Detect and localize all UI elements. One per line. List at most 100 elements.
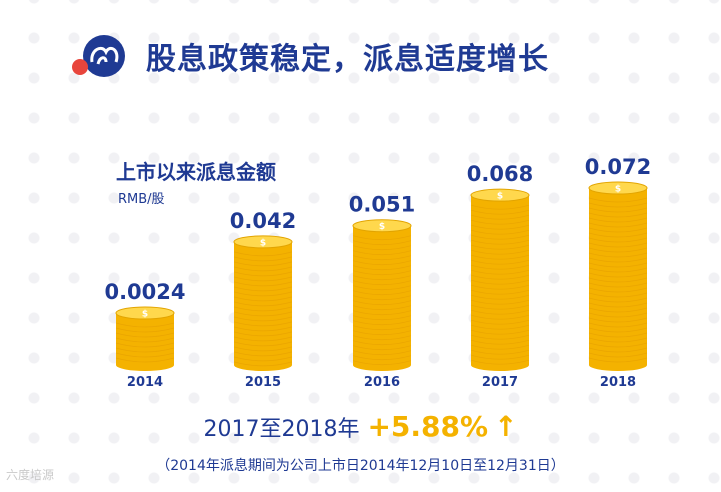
- coin-ridge: [233, 251, 293, 257]
- coin-ridge: [588, 327, 648, 333]
- x-axis-tick-label: 2014: [127, 375, 163, 390]
- coin-ridge: [470, 254, 530, 260]
- coin-ridge: [588, 267, 648, 273]
- x-axis-tick-label: 2017: [482, 375, 518, 390]
- coin-ridge: [588, 312, 648, 318]
- coin-ridge: [233, 341, 293, 347]
- coin-ridge: [470, 294, 530, 300]
- bar-2016: $0.051 2016: [349, 193, 415, 390]
- growth-percentage: +5.88%: [367, 410, 489, 443]
- coin-ridge: [352, 255, 412, 261]
- coin-ridge: [588, 197, 648, 203]
- dollar-sign-icon: $: [497, 192, 503, 202]
- watermark: 六度培源: [6, 468, 55, 482]
- coin-ridge: [233, 271, 293, 277]
- coin-stack-body: [589, 188, 647, 365]
- coin-ridge: [470, 279, 530, 285]
- coin-ridge: [470, 309, 530, 315]
- coin-ridge: [233, 331, 293, 337]
- x-axis-tick-label: 2016: [364, 375, 400, 390]
- bar-value-label: 0.051: [349, 193, 415, 217]
- coin-ridge: [588, 232, 648, 238]
- coin-ridge: [352, 355, 412, 361]
- x-axis-tick-label: 2015: [245, 375, 281, 390]
- coin-ridge: [588, 277, 648, 283]
- coin-ridge: [470, 204, 530, 210]
- coin-ridge: [470, 209, 530, 215]
- growth-summary: 2017至2018年 +5.88% ↑: [0, 410, 721, 443]
- bar-value-label: 0.0024: [104, 280, 185, 304]
- coin-ridge: [588, 317, 648, 323]
- footnote: （2014年派息期间为公司上市日2014年12月10日至12月31日）: [156, 458, 565, 474]
- coin-ridge: [352, 320, 412, 326]
- coin-ridge: [588, 242, 648, 248]
- coin-ridge: [470, 214, 530, 220]
- coin-ridge: [470, 234, 530, 240]
- coin-ridge: [588, 272, 648, 278]
- coin-ridge: [470, 269, 530, 275]
- dollar-sign-icon: $: [379, 222, 385, 232]
- coin-ridge: [470, 289, 530, 295]
- coin-ridge: [470, 264, 530, 270]
- coin-ridge: [352, 335, 412, 341]
- coin-ridge: [352, 245, 412, 251]
- coin-stack-body: [353, 225, 411, 365]
- coin-ridge: [470, 349, 530, 355]
- bar-2017: $0.068 2017: [467, 162, 533, 390]
- coin-ridge: [470, 354, 530, 360]
- coin-ridge: [352, 265, 412, 271]
- coin-ridge: [115, 322, 175, 328]
- coin-ridge: [352, 305, 412, 311]
- coin-ridge: [588, 352, 648, 358]
- coin-ridge: [588, 252, 648, 258]
- coin-ridge: [470, 324, 530, 330]
- coin-ridge: [588, 257, 648, 263]
- coin-ridge: [233, 276, 293, 282]
- coin-ridge: [470, 339, 530, 345]
- coin-ridge: [470, 304, 530, 310]
- coin-stack-body: [471, 195, 529, 365]
- coin-ridge: [352, 315, 412, 321]
- coin-ridge: [470, 244, 530, 250]
- coin-ridge: [352, 270, 412, 276]
- coin-ridge: [588, 297, 648, 303]
- coin-ridge: [470, 274, 530, 280]
- coin-ridge: [233, 291, 293, 297]
- coin-stack-bottom: [589, 359, 647, 371]
- coin-ridge: [470, 284, 530, 290]
- coin-ridge: [352, 310, 412, 316]
- coin-ridge: [588, 342, 648, 348]
- coin-ridge: [115, 337, 175, 343]
- coin-ridge: [588, 207, 648, 213]
- coin-ridge: [233, 281, 293, 287]
- coin-ridge: [233, 311, 293, 317]
- coin-ridge: [233, 351, 293, 357]
- coin-ridge: [470, 229, 530, 235]
- coin-ridge: [588, 222, 648, 228]
- coin-ridge: [588, 202, 648, 208]
- coin-ridge: [233, 346, 293, 352]
- coin-ridge: [233, 321, 293, 327]
- coin-ridge: [588, 287, 648, 293]
- coin-ridge: [352, 300, 412, 306]
- coin-stack-body: [116, 313, 174, 365]
- coin-ridge: [233, 361, 293, 367]
- coin-ridge: [352, 295, 412, 301]
- coin-ridge: [470, 299, 530, 305]
- coin-ridge: [588, 217, 648, 223]
- coin-ridge: [233, 286, 293, 292]
- coin-ridge: [470, 329, 530, 335]
- coin-ridge: [470, 259, 530, 265]
- bar-value-label: 0.042: [230, 209, 296, 233]
- coin-ridge: [352, 285, 412, 291]
- dollar-sign-icon: $: [260, 238, 266, 248]
- chart-unit-label: RMB/股: [118, 192, 165, 207]
- coin-ridge: [588, 212, 648, 218]
- coin-ridge: [470, 334, 530, 340]
- coin-ridge: [233, 256, 293, 262]
- bar-2018: $0.072 2018: [585, 155, 651, 390]
- bar-value-label: 0.072: [585, 155, 651, 179]
- coin-ridge: [588, 357, 648, 363]
- coin-ridge: [588, 322, 648, 328]
